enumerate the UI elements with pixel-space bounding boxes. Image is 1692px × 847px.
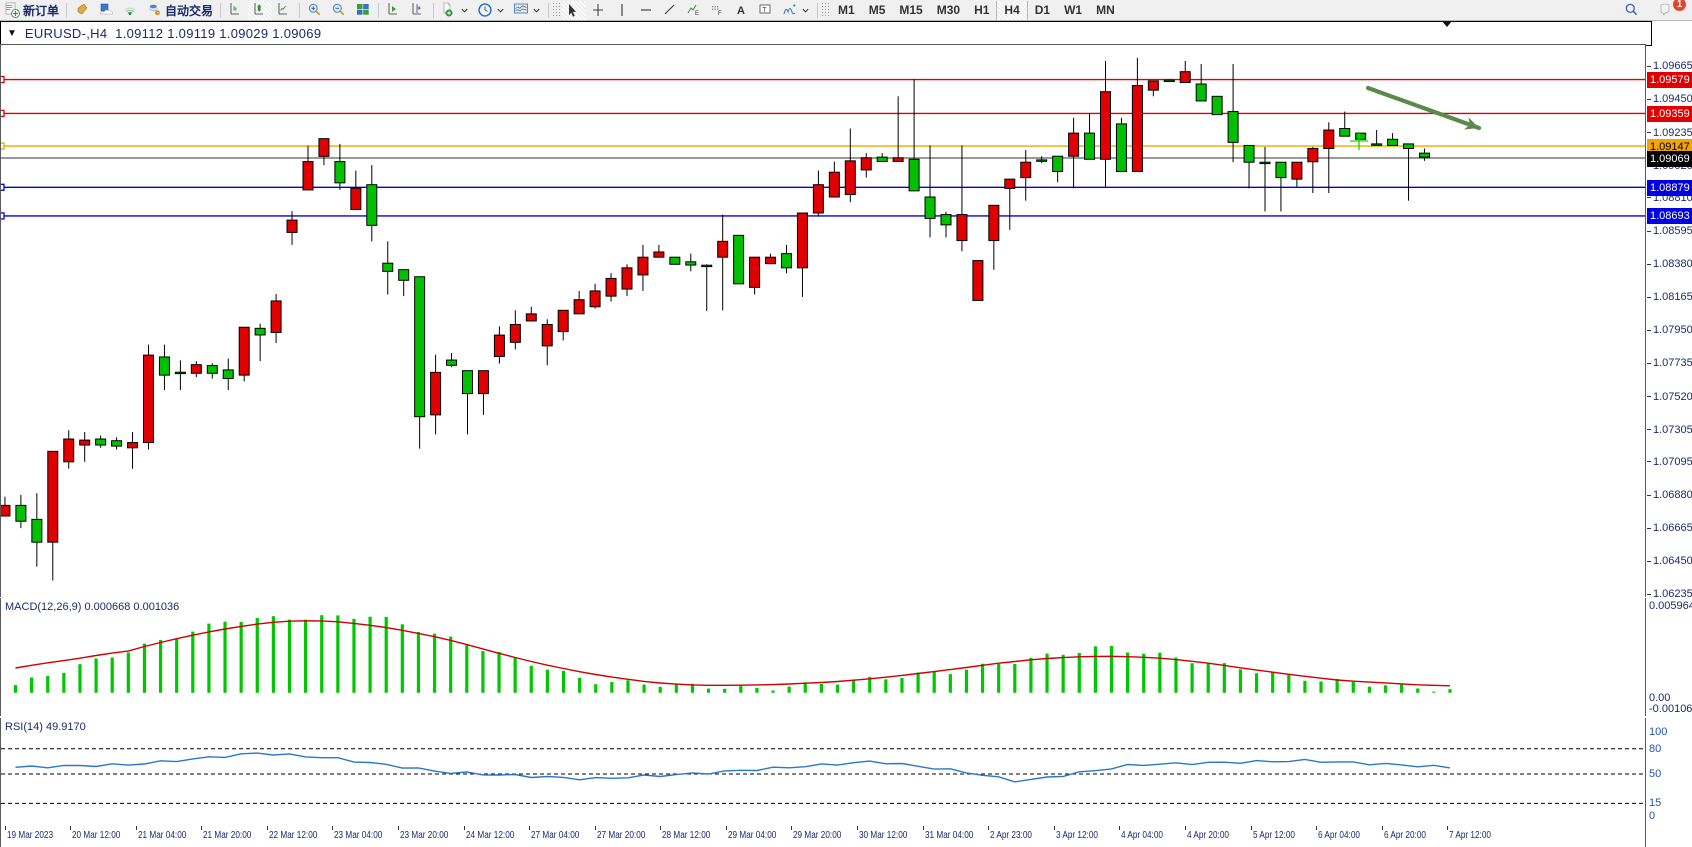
svg-text:A: A: [737, 5, 745, 17]
svg-text:E: E: [695, 11, 699, 17]
svg-text:MACD(12,26,9) 0.000668 0.00103: MACD(12,26,9) 0.000668 0.001036: [5, 601, 179, 613]
svg-text:T: T: [762, 7, 767, 14]
svg-text:RSI(14) 49.9170: RSI(14) 49.9170: [5, 721, 86, 733]
svg-text:F: F: [718, 11, 722, 17]
